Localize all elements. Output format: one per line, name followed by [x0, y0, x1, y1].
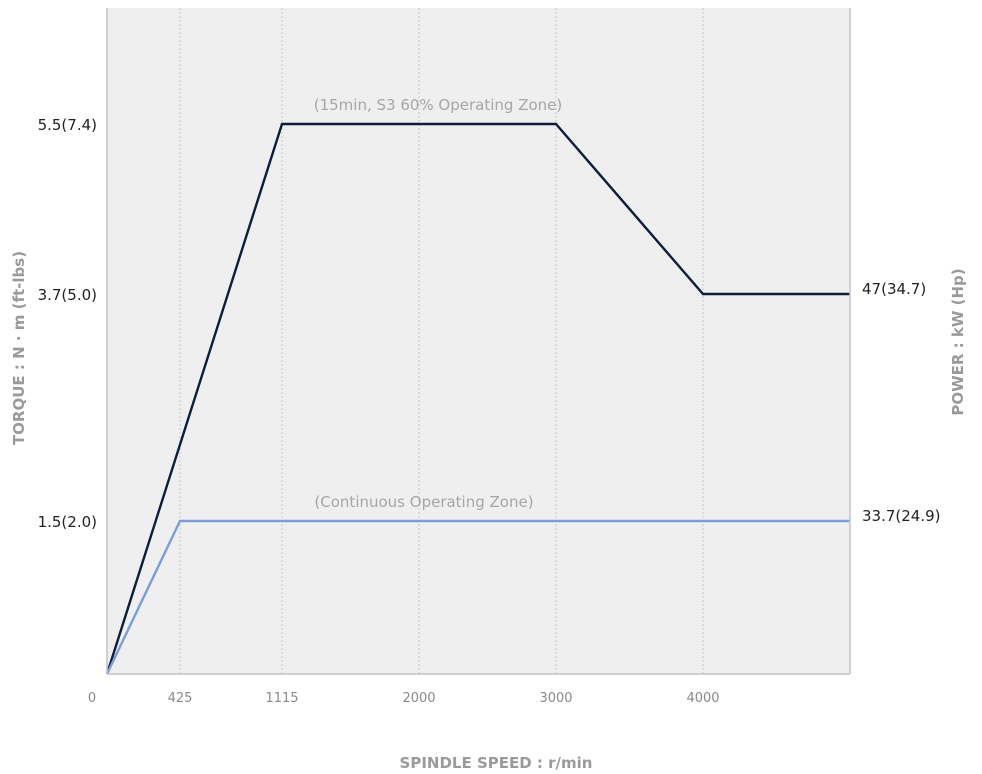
x-tick-label-3000: 3000: [539, 691, 572, 706]
x-tick-label-425: 425: [168, 691, 193, 706]
x-tick-label-4000: 4000: [686, 691, 719, 706]
y-tick-label-0: 1.5(2.0): [38, 513, 97, 531]
power-value-label-1: 33.7(24.9): [862, 507, 941, 525]
y-tick-label-1: 3.7(5.0): [38, 286, 97, 304]
x-tick-labels: 0 425 1115 2000 3000 4000: [88, 691, 720, 706]
power-value-label-0: 47(34.7): [862, 280, 926, 298]
x-tick-label-2000: 2000: [402, 691, 435, 706]
y-tick-label-2: 5.5(7.4): [38, 116, 97, 134]
left-axis-title: TORQUE : N · m (ft-lbs): [10, 251, 28, 445]
y-tick-labels: 1.5(2.0) 3.7(5.0) 5.5(7.4): [38, 116, 97, 531]
x-tick-label-1115: 1115: [265, 691, 298, 706]
x-axis-title: SPINDLE SPEED : r/min: [400, 754, 593, 772]
series-line-1: [105, 519, 850, 675]
right-axis-title: POWER : kW (Hp): [949, 268, 967, 415]
series-labels: (15min, S3 60% Operating Zone) 47(34.7) (C…: [314, 96, 941, 525]
x-tick-label-0: 0: [88, 691, 96, 706]
plot-area: [107, 8, 850, 674]
series-name-label-0: (15min, S3 60% Operating Zone): [314, 96, 563, 114]
series-name-label-1: (Continuous Operating Zone): [314, 493, 533, 511]
grid-lines: [179, 8, 704, 674]
